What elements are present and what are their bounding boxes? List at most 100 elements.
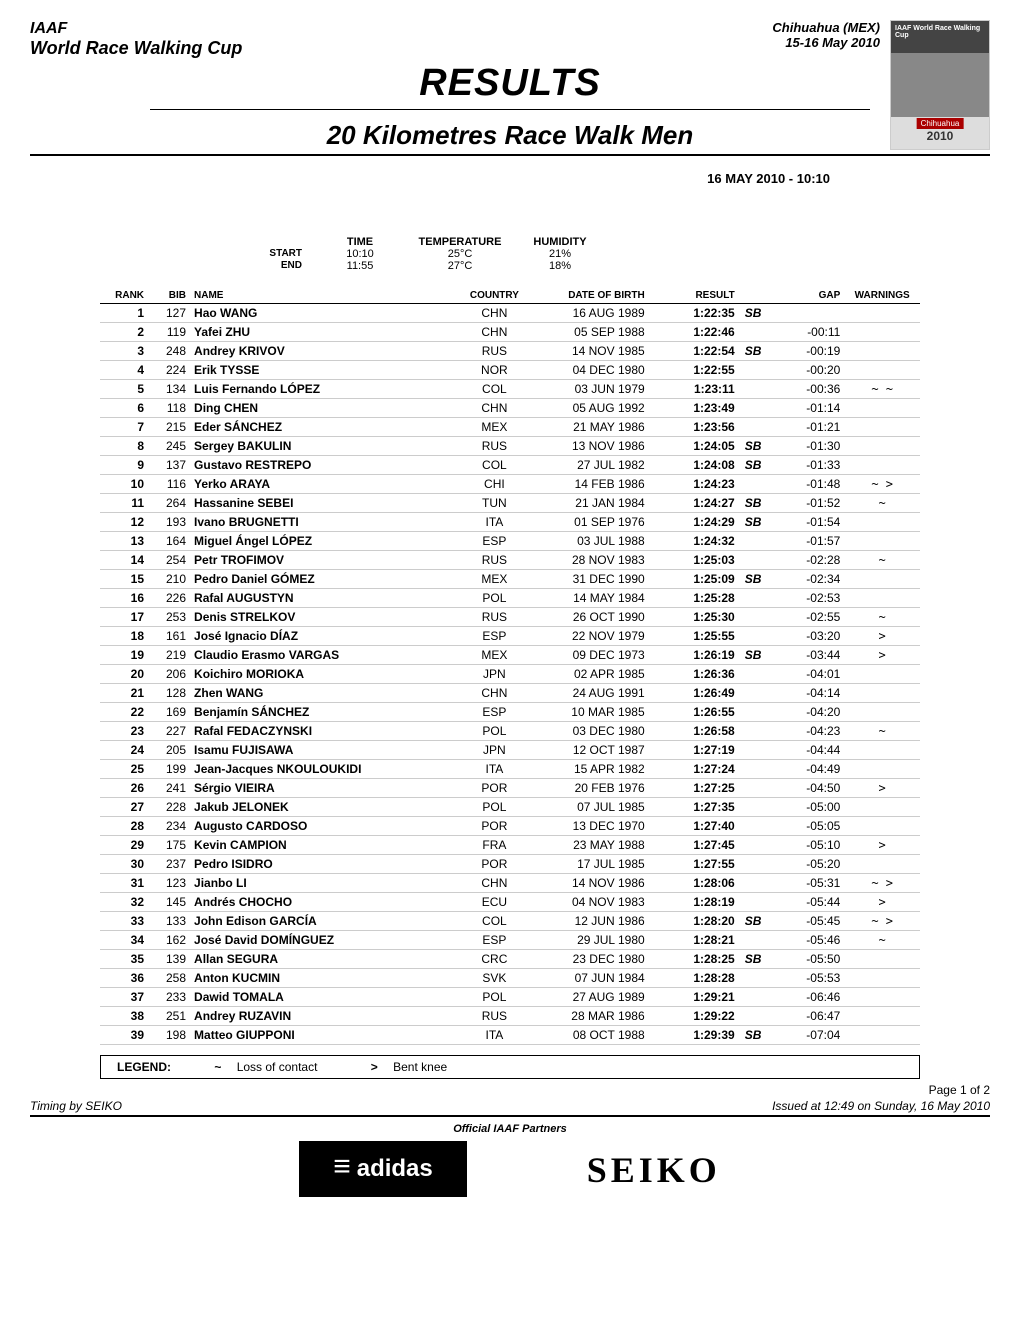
cell-country: RUS <box>460 437 529 456</box>
col-rank: RANK <box>100 288 148 304</box>
start-temp: 25°C <box>410 248 510 260</box>
cell-name: Dawid TOMALA <box>190 988 460 1007</box>
cell-dob: 23 DEC 1980 <box>529 950 649 969</box>
legend-item: ~ Loss of contact <box>214 1060 320 1074</box>
cell-country: POR <box>460 817 529 836</box>
cell-result: 1:22:54 <box>649 342 739 361</box>
cell-country: CRC <box>460 950 529 969</box>
cell-bib: 145 <box>148 893 190 912</box>
cell-country: ESP <box>460 703 529 722</box>
cell-country: ITA <box>460 760 529 779</box>
datetime: 16 MAY 2010 - 10:10 <box>30 171 990 186</box>
cell-result: 1:27:55 <box>649 855 739 874</box>
cell-warnings <box>844 1007 920 1026</box>
cell-sb: SB <box>739 912 773 931</box>
cell-warnings <box>844 570 920 589</box>
cell-country: POR <box>460 855 529 874</box>
cell-gap: -01:52 <box>772 494 844 513</box>
cell-rank: 10 <box>100 475 148 494</box>
cell-warnings <box>844 855 920 874</box>
cell-result: 1:28:28 <box>649 969 739 988</box>
cell-rank: 21 <box>100 684 148 703</box>
cell-dob: 28 MAR 1986 <box>529 1007 649 1026</box>
cell-sb: SB <box>739 494 773 513</box>
cell-name: Hao WANG <box>190 304 460 323</box>
table-row: 35139Allan SEGURACRC23 DEC 19801:28:25SB… <box>100 950 920 969</box>
cell-dob: 14 MAY 1984 <box>529 589 649 608</box>
cell-name: Jianbo LI <box>190 874 460 893</box>
cell-dob: 04 NOV 1983 <box>529 893 649 912</box>
cell-gap: -01:57 <box>772 532 844 551</box>
cell-gap: -00:11 <box>772 323 844 342</box>
table-row: 31123Jianbo LICHN14 NOV 19861:28:06-05:3… <box>100 874 920 893</box>
cell-country: RUS <box>460 1007 529 1026</box>
cell-bib: 219 <box>148 646 190 665</box>
cell-bib: 205 <box>148 741 190 760</box>
cell-rank: 30 <box>100 855 148 874</box>
cell-name: Miguel Ángel LÓPEZ <box>190 532 460 551</box>
table-row: 15210Pedro Daniel GÓMEZMEX31 DEC 19901:2… <box>100 570 920 589</box>
cell-result: 1:24:29 <box>649 513 739 532</box>
table-row: 9137Gustavo RESTREPOCOL27 JUL 19821:24:0… <box>100 456 920 475</box>
cell-dob: 09 DEC 1973 <box>529 646 649 665</box>
legend-text-gt: Bent knee <box>393 1060 447 1074</box>
cell-name: José David DOMÍNGUEZ <box>190 931 460 950</box>
partners-label: Official IAAF Partners <box>30 1123 990 1135</box>
cell-name: Ivano BRUGNETTI <box>190 513 460 532</box>
cell-name: Eder SÁNCHEZ <box>190 418 460 437</box>
cell-country: FRA <box>460 836 529 855</box>
cell-gap: -01:30 <box>772 437 844 456</box>
cell-country: CHN <box>460 684 529 703</box>
cell-gap: -04:49 <box>772 760 844 779</box>
cell-result: 1:24:05 <box>649 437 739 456</box>
cell-dob: 10 MAR 1985 <box>529 703 649 722</box>
cell-sb <box>739 779 773 798</box>
cell-result: 1:23:49 <box>649 399 739 418</box>
cell-bib: 253 <box>148 608 190 627</box>
cell-name: John Edison GARCÍA <box>190 912 460 931</box>
cell-country: ITA <box>460 513 529 532</box>
cell-warnings <box>844 798 920 817</box>
cell-name: Andrey RUZAVIN <box>190 1007 460 1026</box>
cell-country: POR <box>460 779 529 798</box>
cell-sb: SB <box>739 570 773 589</box>
cell-bib: 169 <box>148 703 190 722</box>
table-row: 3248Andrey KRIVOVRUS14 NOV 19851:22:54SB… <box>100 342 920 361</box>
cell-warnings <box>844 361 920 380</box>
conditions-header: TIME TEMPERATURE HUMIDITY <box>180 236 840 248</box>
cell-name: Erik TYSSE <box>190 361 460 380</box>
cell-sb <box>739 323 773 342</box>
cell-bib: 134 <box>148 380 190 399</box>
cell-dob: 26 OCT 1990 <box>529 608 649 627</box>
cell-rank: 26 <box>100 779 148 798</box>
cell-result: 1:27:19 <box>649 741 739 760</box>
cell-sb: SB <box>739 342 773 361</box>
cell-sb <box>739 969 773 988</box>
cell-bib: 162 <box>148 931 190 950</box>
table-row: 22169Benjamín SÁNCHEZESP10 MAR 19851:26:… <box>100 703 920 722</box>
cell-name: Claudio Erasmo VARGAS <box>190 646 460 665</box>
cell-rank: 7 <box>100 418 148 437</box>
col-time: TIME <box>310 236 410 248</box>
cell-result: 1:29:22 <box>649 1007 739 1026</box>
adidas-text: adidas <box>357 1155 433 1183</box>
cell-country: POL <box>460 988 529 1007</box>
table-row: 32145Andrés CHOCHOECU04 NOV 19831:28:19-… <box>100 893 920 912</box>
cell-sb <box>739 703 773 722</box>
cell-result: 1:25:03 <box>649 551 739 570</box>
table-row: 14254Petr TROFIMOVRUS28 NOV 19831:25:03-… <box>100 551 920 570</box>
adidas-stripes-icon <box>333 1155 351 1183</box>
cell-bib: 254 <box>148 551 190 570</box>
cell-gap: -06:46 <box>772 988 844 1007</box>
table-row: 5134Luis Fernando LÓPEZCOL03 JUN 19791:2… <box>100 380 920 399</box>
cell-bib: 206 <box>148 665 190 684</box>
cell-bib: 258 <box>148 969 190 988</box>
cell-country: JPN <box>460 665 529 684</box>
table-row: 21128Zhen WANGCHN24 AUG 19911:26:49-04:1… <box>100 684 920 703</box>
cell-dob: 03 DEC 1980 <box>529 722 649 741</box>
cell-name: Pedro ISIDRO <box>190 855 460 874</box>
cell-bib: 175 <box>148 836 190 855</box>
cell-bib: 248 <box>148 342 190 361</box>
end-humidity: 18% <box>510 260 610 272</box>
cell-bib: 227 <box>148 722 190 741</box>
